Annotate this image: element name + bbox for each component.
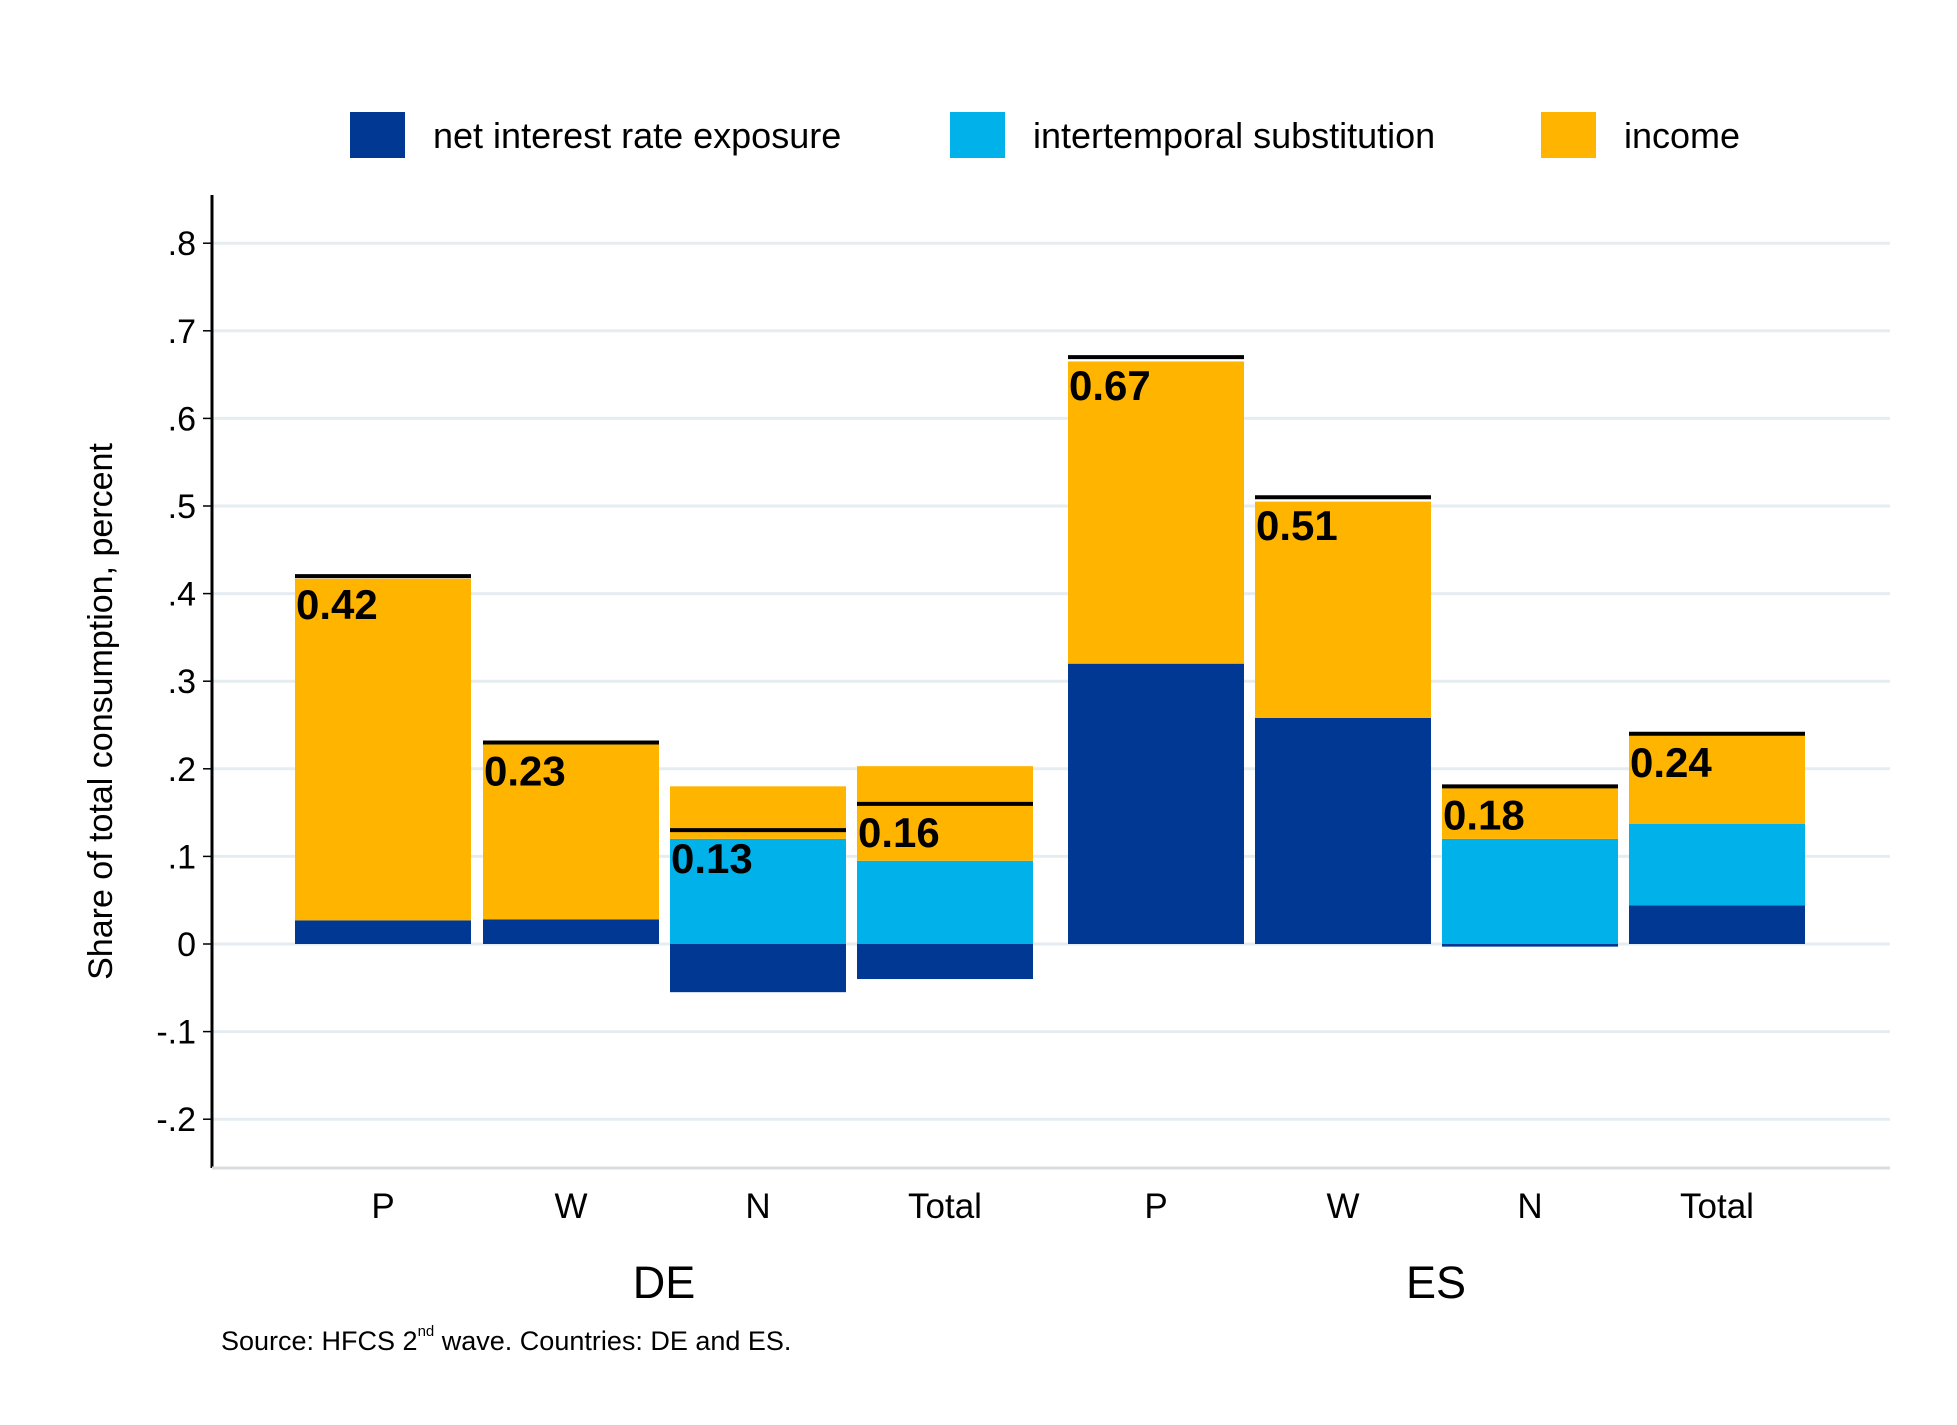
y-tick-label: .8 bbox=[168, 225, 196, 263]
source-prefix: Source: HFCS 2 bbox=[221, 1326, 418, 1356]
total-data-label: 0.51 bbox=[1256, 502, 1338, 549]
legend: net interest rate exposure intertemporal … bbox=[350, 112, 1740, 158]
x-category-label: P bbox=[1144, 1187, 1167, 1226]
y-tick-label: .2 bbox=[168, 751, 196, 789]
x-group-label: ES bbox=[1406, 1257, 1466, 1308]
y-tick-label: -.2 bbox=[156, 1101, 196, 1139]
legend-label: intertemporal substitution bbox=[1033, 115, 1435, 156]
legend-label: income bbox=[1624, 115, 1740, 156]
y-axis-title: Share of total consumption, percent bbox=[82, 443, 120, 980]
bar-segment-income bbox=[483, 744, 659, 920]
bar-segment-intertemporal-substitution bbox=[857, 860, 1033, 944]
x-category-label: Total bbox=[1680, 1187, 1754, 1226]
total-data-label: 0.67 bbox=[1069, 362, 1151, 409]
x-category-label: W bbox=[1326, 1187, 1359, 1226]
bar-segment-income bbox=[1068, 361, 1244, 664]
bar-segment-net-interest-rate-exposure bbox=[295, 920, 471, 944]
labels: 0.42 P 0.23 W 0.13 N 0.16 Total 0.67 P 0.51 W 0.18 N 0… bbox=[296, 362, 1754, 1308]
x-group-label: DE bbox=[633, 1257, 696, 1308]
bar-segment-intertemporal-substitution bbox=[1629, 823, 1805, 906]
bar-segment-intertemporal-substitution bbox=[1442, 838, 1618, 944]
source-suffix: wave. Countries: DE and ES. bbox=[434, 1326, 792, 1356]
y-tick-label: .7 bbox=[168, 313, 196, 351]
total-data-label: 0.16 bbox=[858, 809, 940, 856]
x-category-label: W bbox=[554, 1187, 587, 1226]
total-data-label: 0.13 bbox=[671, 835, 753, 882]
bar-segment-net-interest-rate-exposure bbox=[1255, 717, 1431, 944]
bar-segment-income bbox=[1255, 501, 1431, 718]
bar-segment-net-interest-rate-exposure bbox=[1068, 663, 1244, 944]
y-tick-label: .1 bbox=[168, 838, 196, 876]
bar-segment-net-interest-rate-exposure bbox=[1442, 944, 1618, 947]
bar-segment-intertemporal-substitution bbox=[670, 838, 846, 944]
bar-segment-income bbox=[1442, 786, 1618, 839]
legend-label: net interest rate exposure bbox=[433, 115, 841, 156]
y-tick-label: .4 bbox=[168, 576, 196, 614]
bar-segment-income bbox=[295, 578, 471, 921]
y-tick-label: .3 bbox=[168, 663, 196, 701]
y-tick-label: 0 bbox=[177, 926, 196, 964]
bar-segment-net-interest-rate-exposure bbox=[670, 944, 846, 993]
total-data-label: 0.23 bbox=[484, 748, 566, 795]
bar-segment-income bbox=[857, 766, 1033, 861]
total-data-label: 0.24 bbox=[1630, 739, 1712, 786]
x-category-label: Total bbox=[908, 1187, 982, 1226]
x-category-label: N bbox=[745, 1187, 770, 1226]
total-data-label: 0.18 bbox=[1443, 791, 1525, 838]
bars bbox=[295, 361, 1805, 993]
x-category-label: N bbox=[1517, 1187, 1542, 1226]
legend-swatch bbox=[950, 112, 1005, 158]
x-category-label: P bbox=[371, 1187, 394, 1226]
total-data-label: 0.42 bbox=[296, 581, 378, 628]
y-tick-label: .6 bbox=[168, 400, 196, 438]
legend-swatch bbox=[1541, 112, 1596, 158]
total-markers bbox=[295, 355, 1805, 833]
legend-swatch bbox=[350, 112, 405, 158]
y-tick-label: -.1 bbox=[156, 1014, 196, 1052]
bar-segment-income bbox=[1629, 732, 1805, 824]
bar-segment-net-interest-rate-exposure bbox=[1629, 905, 1805, 944]
bar-segment-net-interest-rate-exposure bbox=[483, 919, 659, 944]
y-tick-label: .5 bbox=[168, 488, 196, 526]
source-superscript: nd bbox=[417, 1323, 435, 1340]
axes: .8 .7 .6 .5 .4 .3 .2 .1 0 -.1 -.2 Share of total co… bbox=[82, 195, 1890, 1170]
bar-segment-net-interest-rate-exposure bbox=[857, 944, 1033, 980]
source-note: Source: HFCS 2nd wave. Countries: DE and… bbox=[221, 1323, 792, 1357]
